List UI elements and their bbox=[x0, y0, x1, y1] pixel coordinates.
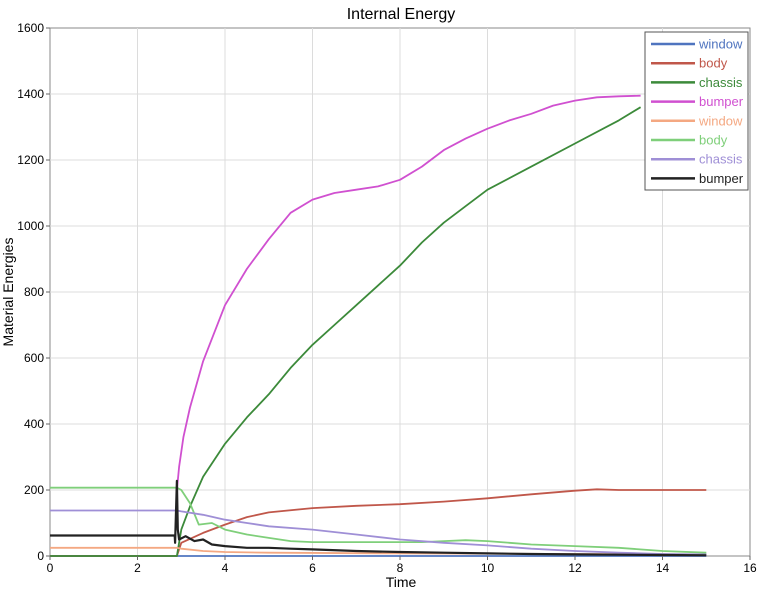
x-tick-label: 6 bbox=[309, 561, 316, 575]
y-tick-label: 1000 bbox=[17, 219, 44, 233]
y-tick-label: 1600 bbox=[17, 21, 44, 35]
axis-ticks: 0 2 4 6 8 10 12 14 16 0 200 400 600 800 1000 1200 1400 16… bbox=[17, 21, 757, 575]
legend-label-bumper: bumper bbox=[699, 171, 744, 186]
legend-label-window: window bbox=[698, 37, 743, 52]
legend-box bbox=[644, 31, 749, 191]
x-tick-label: 4 bbox=[222, 561, 229, 575]
series-line-3-bumper bbox=[176, 94, 641, 491]
y-tick-label: 200 bbox=[24, 483, 44, 497]
x-tick-label: 8 bbox=[397, 561, 404, 575]
grid bbox=[50, 28, 750, 556]
legend-label-chassis: chassis bbox=[699, 75, 743, 90]
x-tick-label: 16 bbox=[743, 561, 757, 575]
y-axis-label: Material Energies bbox=[0, 238, 16, 347]
series-line-1-body bbox=[50, 488, 707, 557]
y-tick-label: 1200 bbox=[17, 153, 44, 167]
series-line-5-body bbox=[50, 486, 707, 554]
legend-label-body: body bbox=[699, 133, 728, 148]
y-tick-label: 600 bbox=[24, 351, 44, 365]
series-line-2-chassis bbox=[50, 106, 642, 557]
legend-label-chassis: chassis bbox=[699, 152, 743, 167]
series-line-7-bumper bbox=[50, 479, 707, 557]
y-tick-label: 800 bbox=[24, 285, 44, 299]
legend-label-bumper: bumper bbox=[699, 94, 744, 109]
x-tick-label: 2 bbox=[134, 561, 141, 575]
series-group bbox=[50, 94, 707, 557]
x-tick-label: 14 bbox=[656, 561, 670, 575]
x-tick-label: 10 bbox=[481, 561, 495, 575]
chart-title: Internal Energy bbox=[347, 6, 456, 23]
x-axis-label: Time bbox=[386, 574, 417, 590]
legend[interactable]: window body chassis bumper window body chassis… bbox=[644, 31, 749, 191]
y-tick-label: 1400 bbox=[17, 87, 44, 101]
series-line-6-chassis bbox=[50, 509, 707, 556]
legend-label-body: body bbox=[699, 56, 728, 71]
x-tick-label: 0 bbox=[47, 561, 54, 575]
y-tick-label: 400 bbox=[24, 417, 44, 431]
x-tick-label: 12 bbox=[568, 561, 582, 575]
y-tick-label: 0 bbox=[37, 549, 44, 563]
legend-label-window: window bbox=[698, 113, 743, 128]
